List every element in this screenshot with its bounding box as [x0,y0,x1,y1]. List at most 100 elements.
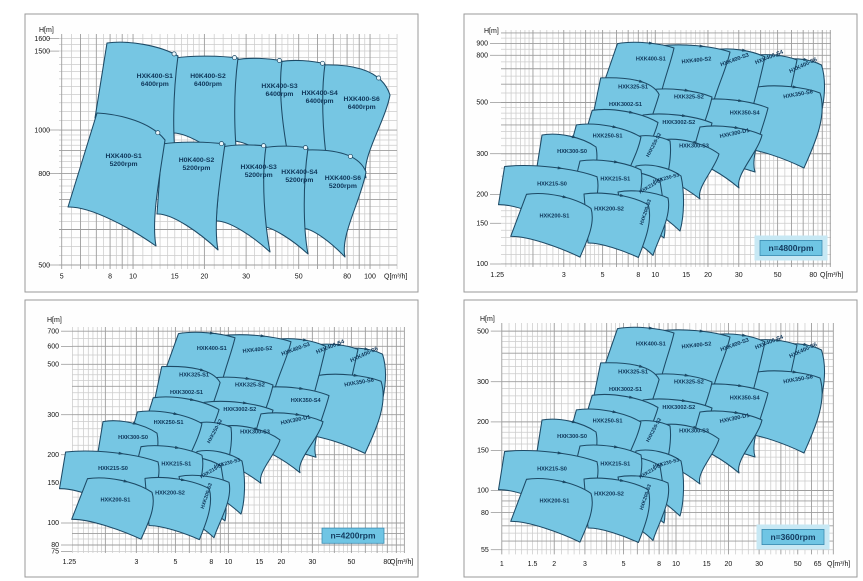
svg-text:8: 8 [209,559,213,566]
svg-text:30: 30 [242,274,250,281]
svg-text:10: 10 [651,272,659,279]
svg-text:100: 100 [47,520,59,527]
svg-text:HXK325-S2: HXK325-S2 [674,94,704,100]
svg-text:HXK400-S6: HXK400-S6 [344,96,380,103]
svg-text:5: 5 [622,561,626,568]
svg-text:5200rpm: 5200rpm [183,165,211,172]
svg-text:HXK350-S6: HXK350-S6 [783,374,813,385]
svg-text:30: 30 [755,561,763,568]
svg-text:HXK215-S0: HXK215-S0 [537,181,567,187]
svg-text:HXK215-S0: HXK215-S0 [98,466,128,472]
svg-text:15: 15 [703,561,711,568]
svg-text:75: 75 [51,549,59,556]
svg-text:15: 15 [171,274,179,281]
svg-text:5200rpm: 5200rpm [245,172,273,179]
svg-text:200: 200 [476,192,488,199]
svg-text:8: 8 [636,272,640,279]
svg-text:HXK300-S3: HXK300-S3 [240,430,270,436]
svg-text:HXK400-S2: HXK400-S2 [242,346,272,355]
svg-text:H0K400-S2: H0K400-S2 [179,157,215,164]
svg-text:HXK300-S0: HXK300-S0 [118,435,148,441]
svg-text:HXK3002-S2: HXK3002-S2 [223,407,256,413]
svg-text:HXK325-S2: HXK325-S2 [674,379,704,385]
svg-text:50: 50 [774,272,782,279]
svg-text:HXK3002-S1: HXK3002-S1 [609,102,642,108]
svg-text:HXK215-S1: HXK215-S1 [600,462,630,468]
svg-text:HXK200-S1: HXK200-S1 [539,499,569,505]
svg-text:H[m]: H[m] [39,27,54,34]
svg-text:HXK400-S4: HXK400-S4 [301,90,337,97]
svg-text:1600: 1600 [34,36,50,43]
svg-text:HXK250-S1: HXK250-S1 [154,420,184,426]
svg-text:1: 1 [500,561,504,568]
svg-text:800: 800 [38,171,50,178]
svg-text:20: 20 [725,561,733,568]
svg-text:15: 15 [256,559,264,566]
svg-text:150: 150 [477,448,489,455]
svg-text:HXK200-S1: HXK200-S1 [539,214,569,220]
svg-text:5: 5 [60,274,64,281]
svg-text:HXK350-S6: HXK350-S6 [783,89,813,100]
svg-text:H[m]: H[m] [484,28,499,35]
svg-text:HXK400-S1: HXK400-S1 [105,153,141,160]
svg-text:HXK215-S0: HXK215-S0 [537,466,567,472]
svg-text:HXK200-S2: HXK200-S2 [594,491,624,497]
svg-text:H[m]: H[m] [480,316,495,323]
svg-text:80: 80 [51,542,59,549]
svg-text:500: 500 [47,362,59,369]
svg-text:HXK325-S1: HXK325-S1 [618,84,648,90]
svg-text:3: 3 [583,561,587,568]
svg-text:100: 100 [476,261,488,268]
svg-text:HXK325-S1: HXK325-S1 [179,373,209,379]
svg-text:HXK3002-S2: HXK3002-S2 [662,405,695,411]
svg-text:HXK400-S1: HXK400-S1 [197,346,227,352]
svg-text:n=4200rpm: n=4200rpm [330,531,376,541]
svg-text:1500: 1500 [34,49,50,56]
svg-text:15: 15 [682,272,690,279]
svg-text:HXK250-S1: HXK250-S1 [593,134,623,140]
svg-text:100: 100 [364,274,376,281]
svg-text:65: 65 [814,561,822,568]
svg-text:300: 300 [476,151,488,158]
svg-text:HXK350-S4: HXK350-S4 [730,111,761,117]
svg-text:30: 30 [309,559,317,566]
svg-text:HXK200-S1: HXK200-S1 [100,497,130,503]
svg-text:1000: 1000 [34,127,50,134]
svg-text:HXK325-S1: HXK325-S1 [618,369,648,375]
svg-text:Q[m³/h]: Q[m³/h] [384,274,407,281]
svg-text:10: 10 [225,559,233,566]
svg-text:300: 300 [47,412,59,419]
svg-text:HXK3002-S1: HXK3002-S1 [170,390,203,396]
svg-text:n=3600rpm: n=3600rpm [770,532,816,542]
svg-text:HXK3002-S1: HXK3002-S1 [609,387,642,393]
svg-text:5200rpm: 5200rpm [329,183,357,190]
svg-text:1.25: 1.25 [63,559,77,566]
svg-text:HXK350-S4: HXK350-S4 [291,398,322,404]
svg-text:HXK400-S4: HXK400-S4 [281,169,317,176]
svg-text:50: 50 [348,559,356,566]
svg-text:HXK400-S3: HXK400-S3 [261,83,297,90]
svg-text:HXK350-S6: HXK350-S6 [344,377,374,388]
svg-text:Q[m³/h]: Q[m³/h] [820,272,843,279]
svg-text:H0K400-S2: H0K400-S2 [190,73,226,80]
svg-text:50: 50 [794,561,802,568]
svg-text:700: 700 [47,328,59,335]
svg-text:HXK215-S1: HXK215-S1 [161,462,191,468]
svg-text:80: 80 [809,272,817,279]
svg-text:HXK400-S2: HXK400-S2 [681,56,711,65]
svg-text:HXK325-S2: HXK325-S2 [235,382,265,388]
svg-text:5200rpm: 5200rpm [285,177,313,184]
svg-text:8: 8 [657,561,661,568]
svg-text:200: 200 [47,452,59,459]
svg-text:10: 10 [129,274,137,281]
svg-text:5200rpm: 5200rpm [110,161,138,168]
svg-text:HXK400-S1: HXK400-S1 [636,341,666,347]
svg-text:6400rpm: 6400rpm [141,81,169,88]
svg-text:HXK300-S0: HXK300-S0 [557,149,587,155]
svg-text:20: 20 [704,272,712,279]
svg-text:300: 300 [477,379,489,386]
svg-text:6400rpm: 6400rpm [194,81,222,88]
svg-text:HXK300-S3: HXK300-S3 [679,429,709,435]
svg-text:1.25: 1.25 [490,272,504,279]
svg-text:6400rpm: 6400rpm [266,91,294,98]
